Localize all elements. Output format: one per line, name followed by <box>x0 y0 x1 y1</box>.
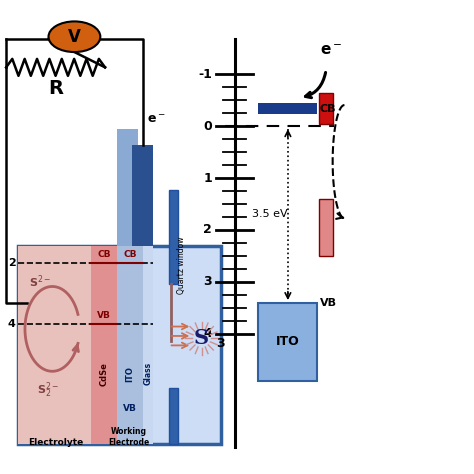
FancyBboxPatch shape <box>117 246 143 444</box>
Text: Electrolyte: Electrolyte <box>28 438 83 447</box>
Text: VB: VB <box>97 311 111 320</box>
Text: VB: VB <box>319 298 337 308</box>
Text: Glass: Glass <box>144 362 153 385</box>
FancyBboxPatch shape <box>169 388 178 444</box>
Text: 0: 0 <box>203 120 212 133</box>
Text: Quartz window: Quartz window <box>177 237 186 294</box>
FancyBboxPatch shape <box>258 103 317 115</box>
Text: R: R <box>48 79 63 98</box>
Text: CB: CB <box>319 104 336 114</box>
Text: 4: 4 <box>8 319 16 329</box>
Text: VB: VB <box>123 404 137 413</box>
Text: 3: 3 <box>203 275 212 288</box>
FancyBboxPatch shape <box>169 190 178 284</box>
Text: CB: CB <box>97 250 110 259</box>
Text: ITO: ITO <box>125 366 134 382</box>
FancyBboxPatch shape <box>18 246 91 444</box>
Text: CdSe: CdSe <box>100 362 109 385</box>
FancyBboxPatch shape <box>18 246 220 444</box>
Text: CB: CB <box>123 250 137 259</box>
Ellipse shape <box>48 21 100 52</box>
FancyBboxPatch shape <box>258 303 317 381</box>
FancyBboxPatch shape <box>117 128 138 246</box>
FancyBboxPatch shape <box>91 246 117 444</box>
Text: 2: 2 <box>203 223 212 237</box>
Text: e$^-$: e$^-$ <box>147 113 166 126</box>
Text: 1: 1 <box>203 172 212 184</box>
FancyBboxPatch shape <box>143 246 153 444</box>
Text: S: S <box>194 328 209 348</box>
FancyBboxPatch shape <box>319 199 333 256</box>
Text: -1: -1 <box>198 68 212 81</box>
Text: 3: 3 <box>216 337 224 349</box>
FancyBboxPatch shape <box>319 93 333 124</box>
Text: ITO: ITO <box>276 335 300 348</box>
Text: 3.5 eV: 3.5 eV <box>252 210 288 219</box>
Text: S$^{2-}$: S$^{2-}$ <box>29 273 51 290</box>
Text: Working
Electrode: Working Electrode <box>108 427 149 447</box>
FancyBboxPatch shape <box>132 145 153 246</box>
Text: V: V <box>68 28 81 46</box>
Text: e$^-$: e$^-$ <box>319 43 342 58</box>
Text: 4: 4 <box>203 327 212 340</box>
Text: S$_2^{2-}$: S$_2^{2-}$ <box>37 380 60 400</box>
Text: 2: 2 <box>8 258 16 268</box>
